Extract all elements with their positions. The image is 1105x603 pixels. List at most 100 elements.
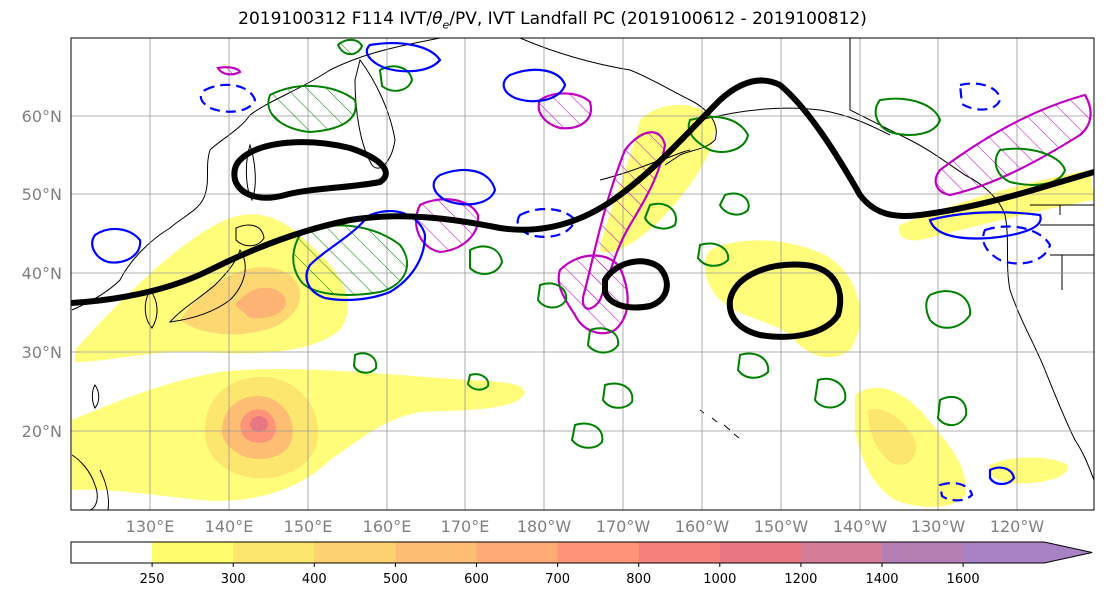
colorbar-segment-0 (71, 542, 153, 563)
title-theta: θe (432, 9, 450, 32)
lon-tick-160E: 160°E (363, 517, 412, 536)
colorbar-label-500: 500 (383, 572, 408, 587)
map-frame (70, 37, 1095, 511)
lat-tick-50: 50°N (22, 185, 62, 204)
philippines (71, 454, 109, 510)
theta-e-west-2 (466, 373, 490, 391)
lon-tick-150W: 150°W (754, 517, 809, 536)
lat-tick-20: 20°N (22, 422, 62, 441)
us-canada-border (1030, 204, 1094, 290)
taiwan (91, 384, 100, 409)
colorbar-segment-6 (557, 542, 640, 563)
theta-e-dateline (292, 224, 409, 296)
lon-tick-140E: 140°E (205, 517, 254, 536)
theta-e-ne-1 (378, 65, 414, 92)
colorbar-segment-4 (395, 542, 477, 563)
theta-e-na-1 (874, 97, 942, 136)
lon-tick-120W: 120°W (990, 517, 1045, 536)
ivt-typhoon-core (250, 416, 268, 432)
theta-e-mid-5 (570, 422, 604, 449)
lon-tick-130E: 130°E (126, 517, 175, 536)
colorbar-label-700: 700 (545, 572, 570, 587)
ivt-eastern-pacific-core (868, 409, 916, 465)
jet-loop-okhotsk (231, 139, 389, 201)
lat-tick-30: 30°N (22, 343, 62, 362)
pv-dashed-east (938, 481, 974, 502)
theta-e-kamchatka (267, 84, 357, 134)
pc-contour-aleutian (537, 92, 593, 130)
theta-symbol: θ (432, 9, 443, 29)
colorbar-label-800: 800 (626, 572, 651, 587)
japan-hokkaido (235, 224, 265, 247)
title-suffix: /PV, IVT Landfall PC (2019100612 - 20191… (449, 9, 867, 29)
pv-solid-na (928, 211, 1042, 240)
japan-honshu (168, 248, 246, 323)
theta-e-mid-1 (469, 245, 504, 275)
colorbar-label-1400: 1400 (865, 572, 898, 587)
theta-e-mid-4 (601, 382, 634, 409)
pv-dashed-west (199, 83, 257, 113)
theta-e-alaska (687, 115, 750, 153)
jet-loop-central (602, 258, 670, 311)
colorbar-segment-2 (233, 542, 315, 563)
north-america-coast (849, 38, 1094, 481)
lat-tick-40: 40°N (22, 264, 62, 283)
ivt-plume-western-inner (235, 287, 286, 319)
theta-e-western-small (336, 38, 364, 56)
theta-e-ne-2 (643, 202, 677, 230)
pv-dashed-na-south (982, 225, 1052, 265)
lon-tick-170W: 170°W (596, 517, 651, 536)
pv-dashed-aleutian (516, 207, 577, 238)
lat-tick-60: 60°N (22, 107, 62, 126)
colorbar-segment-8 (719, 542, 802, 563)
korea-peninsula (144, 289, 158, 329)
pc-contour-dateline (415, 198, 480, 254)
title-prefix: 2019100312 F114 IVT/ (238, 9, 433, 29)
lon-tick-160W: 160°W (675, 517, 730, 536)
lon-tick-130W: 130°W (911, 517, 966, 536)
ivt-southeast-blob (988, 457, 1069, 484)
theta-e-west-1 (352, 352, 378, 374)
theta-e-contours (267, 38, 1067, 449)
colorbar-segment-7 (638, 542, 721, 563)
theta-e-ne-3 (718, 192, 750, 216)
colorbar-segment-5 (476, 542, 559, 563)
jet-main (71, 77, 1094, 306)
pv-solid-east-small (988, 466, 1016, 486)
theta-e-mid-6 (696, 242, 730, 267)
pv-solid-north (432, 168, 497, 206)
pv-solid-western (91, 227, 142, 264)
pc-contour-north-america (934, 93, 1092, 197)
pv-solid-kam (365, 42, 442, 73)
pv-solid-dateline (305, 210, 427, 302)
theta-e-east-3 (813, 377, 847, 409)
lon-tick-140W: 140°W (833, 517, 888, 536)
sakhalin (245, 143, 256, 202)
east-asia-coast (71, 38, 441, 311)
map-title: 2019100312 F114 IVT/θe/PV, IVT Landfall … (0, 9, 1105, 31)
colorbar-label-400: 400 (302, 572, 327, 587)
lon-tick-170E: 170°E (441, 517, 490, 536)
colorbar-outline (70, 541, 1093, 564)
colorbar-segment-11 (963, 542, 1045, 563)
colorbar-label-250: 250 (140, 572, 165, 587)
colorbar-segment-3 (314, 542, 396, 563)
ivt-colorbar: 250 300 400 500 600 700 800 1000 1200 1400 1600 (70, 541, 1093, 587)
colorbar-label-1000: 1000 (703, 572, 736, 587)
lon-tick-180W: 180°W (517, 517, 572, 536)
jet-loop-east (726, 261, 844, 340)
pv-solid-alaska (502, 68, 567, 103)
colorbar-segment-9 (800, 542, 883, 563)
colorbar-segment-10 (882, 542, 964, 563)
colorbar-label-1600: 1600 (947, 572, 980, 587)
theta-e-mid-7 (736, 352, 770, 379)
theta-e-mid-2 (536, 282, 568, 309)
lon-tick-labels: 130°E 140°E 150°E 160°E 170°E 180°W 170°… (126, 517, 1045, 536)
theta-e-east-2 (936, 395, 968, 427)
colorbar-extend-arrow (1044, 542, 1093, 563)
colorbar-label-1200: 1200 (784, 572, 817, 587)
pc-contour-western (216, 66, 242, 76)
colorbar-segment-1 (152, 542, 234, 563)
theta-subscript: e (442, 18, 450, 32)
